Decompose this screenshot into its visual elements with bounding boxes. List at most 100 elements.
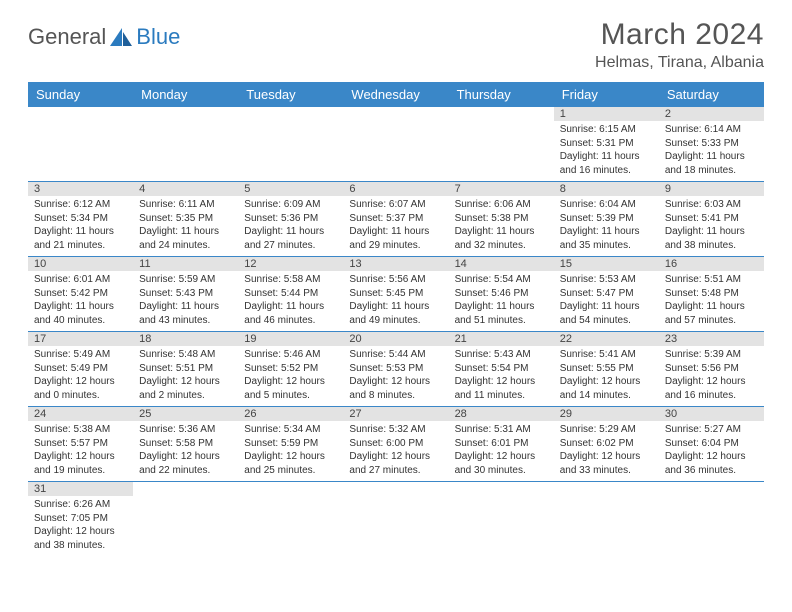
calendar-cell [659, 482, 764, 557]
sunset-text: Sunset: 5:52 PM [244, 362, 337, 376]
sunrise-text: Sunrise: 6:12 AM [34, 198, 127, 212]
calendar-cell: 1Sunrise: 6:15 AMSunset: 5:31 PMDaylight… [554, 107, 659, 182]
calendar-cell: 22Sunrise: 5:41 AMSunset: 5:55 PMDayligh… [554, 332, 659, 407]
sunrise-text: Sunrise: 6:03 AM [665, 198, 758, 212]
calendar-cell: 20Sunrise: 5:44 AMSunset: 5:53 PMDayligh… [343, 332, 448, 407]
daylight-text: Daylight: 11 hours and 18 minutes. [665, 150, 758, 177]
logo: General Blue [28, 18, 180, 50]
weekday-header: Friday [554, 82, 659, 107]
day-number: 22 [554, 332, 659, 346]
day-details: Sunrise: 6:07 AMSunset: 5:37 PMDaylight:… [343, 196, 448, 256]
calendar-cell [449, 107, 554, 182]
calendar-cell [343, 482, 448, 557]
day-number: 2 [659, 107, 764, 121]
sunrise-text: Sunrise: 5:49 AM [34, 348, 127, 362]
day-details: Sunrise: 6:03 AMSunset: 5:41 PMDaylight:… [659, 196, 764, 256]
day-details: Sunrise: 6:06 AMSunset: 5:38 PMDaylight:… [449, 196, 554, 256]
daylight-text: Daylight: 12 hours and 14 minutes. [560, 375, 653, 402]
day-number: 27 [343, 407, 448, 421]
sunrise-text: Sunrise: 5:53 AM [560, 273, 653, 287]
day-details: Sunrise: 5:58 AMSunset: 5:44 PMDaylight:… [238, 271, 343, 331]
calendar-cell: 19Sunrise: 5:46 AMSunset: 5:52 PMDayligh… [238, 332, 343, 407]
day-number: 28 [449, 407, 554, 421]
calendar-cell [449, 482, 554, 557]
calendar-cell: 7Sunrise: 6:06 AMSunset: 5:38 PMDaylight… [449, 182, 554, 257]
sunrise-text: Sunrise: 5:43 AM [455, 348, 548, 362]
day-details: Sunrise: 6:01 AMSunset: 5:42 PMDaylight:… [28, 271, 133, 331]
sunset-text: Sunset: 5:45 PM [349, 287, 442, 301]
calendar-cell: 2Sunrise: 6:14 AMSunset: 5:33 PMDaylight… [659, 107, 764, 182]
calendar-cell: 28 Sunrise: 5:31 AMSunset: 6:01 PMDayligh… [449, 407, 554, 482]
daylight-text: Daylight: 12 hours and 19 minutes. [34, 450, 127, 477]
day-details: Sunrise: 6:12 AMSunset: 5:34 PMDaylight:… [28, 196, 133, 256]
sunrise-text: Sunrise: 5:27 AM [665, 423, 758, 437]
daylight-text: Daylight: 11 hours and 21 minutes. [34, 225, 127, 252]
calendar-cell: 27Sunrise: 5:32 AMSunset: 6:00 PMDayligh… [343, 407, 448, 482]
daylight-text: Daylight: 12 hours and 11 minutes. [455, 375, 548, 402]
calendar-week: 31Sunrise: 6:26 AMSunset: 7:05 PMDayligh… [28, 482, 764, 557]
day-details: Sunrise: 5:46 AMSunset: 5:52 PMDaylight:… [238, 346, 343, 406]
weekday-header: Monday [133, 82, 238, 107]
day-details: Sunrise: 5:43 AMSunset: 5:54 PMDaylight:… [449, 346, 554, 406]
sunrise-text: Sunrise: 5:31 AM [455, 423, 548, 437]
sunset-text: Sunset: 6:01 PM [455, 437, 548, 451]
daylight-text: Daylight: 12 hours and 30 minutes. [455, 450, 548, 477]
daylight-text: Daylight: 12 hours and 8 minutes. [349, 375, 442, 402]
sail-icon [108, 26, 134, 48]
day-details: Sunrise: 5:51 AMSunset: 5:48 PMDaylight:… [659, 271, 764, 331]
day-details: Sunrise: 5:56 AMSunset: 5:45 PMDaylight:… [343, 271, 448, 331]
calendar-cell: 12Sunrise: 5:58 AMSunset: 5:44 PMDayligh… [238, 257, 343, 332]
day-number: 11 [133, 257, 238, 271]
day-number: 21 [449, 332, 554, 346]
day-number: 7 [449, 182, 554, 196]
calendar-cell: 6Sunrise: 6:07 AMSunset: 5:37 PMDaylight… [343, 182, 448, 257]
calendar-cell [238, 482, 343, 557]
sunrise-text: Sunrise: 5:48 AM [139, 348, 232, 362]
day-number: 12 [238, 257, 343, 271]
calendar-week: 10Sunrise: 6:01 AMSunset: 5:42 PMDayligh… [28, 257, 764, 332]
calendar-cell: 26Sunrise: 5:34 AMSunset: 5:59 PMDayligh… [238, 407, 343, 482]
calendar-week: 1Sunrise: 6:15 AMSunset: 5:31 PMDaylight… [28, 107, 764, 182]
day-number: 25 [133, 407, 238, 421]
day-details: Sunrise: 5:29 AMSunset: 6:02 PMDaylight:… [554, 421, 659, 481]
calendar-cell [343, 107, 448, 182]
daylight-text: Daylight: 11 hours and 51 minutes. [455, 300, 548, 327]
daylight-text: Daylight: 11 hours and 32 minutes. [455, 225, 548, 252]
daylight-text: Daylight: 11 hours and 29 minutes. [349, 225, 442, 252]
calendar-cell: 9Sunrise: 6:03 AMSunset: 5:41 PMDaylight… [659, 182, 764, 257]
calendar-cell: 8Sunrise: 6:04 AMSunset: 5:39 PMDaylight… [554, 182, 659, 257]
weekday-header: Wednesday [343, 82, 448, 107]
calendar-cell: 5Sunrise: 6:09 AMSunset: 5:36 PMDaylight… [238, 182, 343, 257]
day-details: Sunrise: 5:39 AMSunset: 5:56 PMDaylight:… [659, 346, 764, 406]
sunrise-text: Sunrise: 5:54 AM [455, 273, 548, 287]
day-number: 3 [28, 182, 133, 196]
sunset-text: Sunset: 5:57 PM [34, 437, 127, 451]
daylight-text: Daylight: 11 hours and 57 minutes. [665, 300, 758, 327]
sunset-text: Sunset: 5:34 PM [34, 212, 127, 226]
calendar-cell: 4Sunrise: 6:11 AMSunset: 5:35 PMDaylight… [133, 182, 238, 257]
day-number: 19 [238, 332, 343, 346]
day-number: 13 [343, 257, 448, 271]
sunset-text: Sunset: 5:33 PM [665, 137, 758, 151]
sunrise-text: Sunrise: 5:34 AM [244, 423, 337, 437]
calendar-cell: 17Sunrise: 5:49 AMSunset: 5:49 PMDayligh… [28, 332, 133, 407]
weekday-row: Sunday Monday Tuesday Wednesday Thursday… [28, 82, 764, 107]
sunset-text: Sunset: 6:04 PM [665, 437, 758, 451]
day-details: Sunrise: 6:15 AMSunset: 5:31 PMDaylight:… [554, 121, 659, 181]
day-details: Sunrise: 5:36 AMSunset: 5:58 PMDaylight:… [133, 421, 238, 481]
daylight-text: Daylight: 12 hours and 27 minutes. [349, 450, 442, 477]
daylight-text: Daylight: 11 hours and 24 minutes. [139, 225, 232, 252]
weekday-header: Sunday [28, 82, 133, 107]
day-details: Sunrise: 5:38 AMSunset: 5:57 PMDaylight:… [28, 421, 133, 481]
sunrise-text: Sunrise: 6:26 AM [34, 498, 127, 512]
day-number: 24 [28, 407, 133, 421]
sunrise-text: Sunrise: 5:32 AM [349, 423, 442, 437]
daylight-text: Daylight: 12 hours and 38 minutes. [34, 525, 127, 552]
day-details: Sunrise: 5:44 AMSunset: 5:53 PMDaylight:… [343, 346, 448, 406]
calendar-cell: 14Sunrise: 5:54 AMSunset: 5:46 PMDayligh… [449, 257, 554, 332]
sunset-text: Sunset: 5:59 PM [244, 437, 337, 451]
sunrise-text: Sunrise: 6:07 AM [349, 198, 442, 212]
daylight-text: Daylight: 11 hours and 27 minutes. [244, 225, 337, 252]
calendar-week: 24Sunrise: 5:38 AMSunset: 5:57 PMDayligh… [28, 407, 764, 482]
sunrise-text: Sunrise: 5:38 AM [34, 423, 127, 437]
